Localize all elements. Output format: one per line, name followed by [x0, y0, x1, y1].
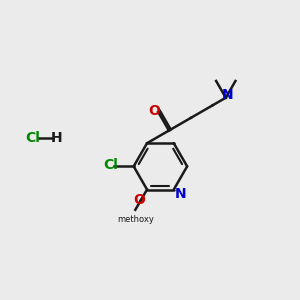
Text: O: O — [134, 193, 145, 206]
Text: methoxy: methoxy — [117, 215, 154, 224]
Text: Cl: Cl — [25, 131, 40, 145]
Text: O: O — [149, 103, 161, 118]
Text: N: N — [175, 187, 186, 201]
Text: H: H — [51, 131, 62, 145]
Text: N: N — [221, 88, 233, 102]
Text: Cl: Cl — [103, 158, 118, 172]
